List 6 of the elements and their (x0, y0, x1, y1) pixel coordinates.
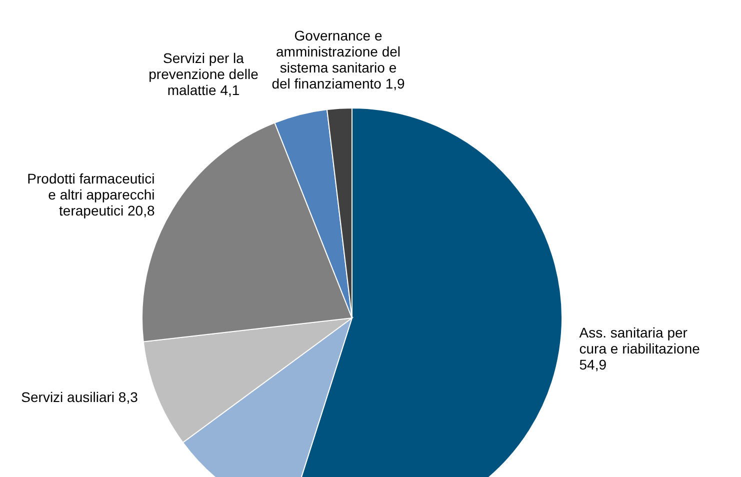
slice-label: Servizi ausiliari 8,3 (21, 388, 138, 405)
data-label: 54,9 (579, 356, 607, 372)
slice-label: Prodotti farmaceutici e altri apparecchi terapeutici 20,8 (27, 170, 155, 219)
slice-label: Servizi per la prevenzione delle malattie 4,1 (148, 50, 259, 98)
slice-label: Governance e amministrazione del sistema sanitario e del finanziamento 1,9 (272, 27, 406, 92)
slice-label: Ass. sanitaria per cura e riabilitazione (579, 324, 700, 356)
